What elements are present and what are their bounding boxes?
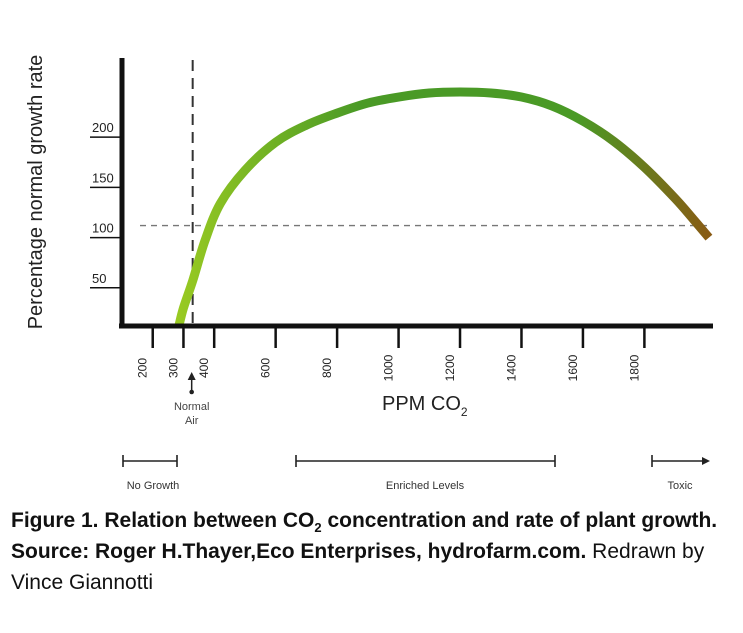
y-tick-label-50: 50 — [92, 271, 106, 286]
chart: 50 100 150 200 200 300 400 600 800 1000 1200 1400 16… — [25, 55, 713, 492]
x-tick-label-600: 600 — [259, 358, 273, 378]
x-tick-label-400: 400 — [197, 358, 211, 378]
x-tick-label-1400: 1400 — [504, 354, 518, 381]
range-label-toxic: Toxic — [667, 480, 693, 492]
x-tick-label-300: 300 — [166, 358, 180, 378]
caption-bold-2: concentration and rate of plant growth. … — [11, 509, 718, 563]
normal-air-arrow-icon — [187, 372, 196, 380]
y-axis-title: Percentage normal growth rate — [25, 55, 47, 330]
range-arrow-icon-toxic — [702, 457, 710, 465]
y-tick-label-150: 150 — [92, 170, 114, 185]
caption-subscript: 2 — [314, 520, 322, 536]
x-tick-label-800: 800 — [320, 358, 334, 378]
normal-air-label-2: Air — [185, 415, 199, 427]
x-tick-label-1200: 1200 — [443, 354, 457, 381]
caption-bold-1: Figure 1. Relation between CO — [11, 509, 315, 532]
caption-credit: Redrawn by Vince Giannotti — [11, 540, 705, 594]
x-tick-label-1600: 1600 — [566, 354, 580, 381]
x-axis-title: PPM CO2 — [382, 393, 468, 419]
y-tick-label-100: 100 — [92, 221, 114, 236]
range-label-no-growth: No Growth — [127, 480, 180, 492]
normal-air-dot — [189, 389, 194, 395]
x-tick-label-1800: 1800 — [627, 354, 641, 381]
chart-svg: 50 100 150 200 200 300 400 600 800 1000 1200 1400 16… — [25, 55, 713, 492]
x-tick-label-200: 200 — [136, 358, 150, 378]
x-axis-title-subscript: 2 — [461, 405, 468, 419]
y-tick-label-200: 200 — [92, 120, 114, 135]
normal-air-label-1: Normal — [174, 401, 209, 413]
figure-caption: Figure 1. Relation between CO2 concentra… — [11, 505, 736, 598]
growth-curve — [174, 87, 713, 328]
x-tick-label-1000: 1000 — [382, 354, 396, 381]
range-label-enriched-levels: Enriched Levels — [386, 480, 465, 492]
